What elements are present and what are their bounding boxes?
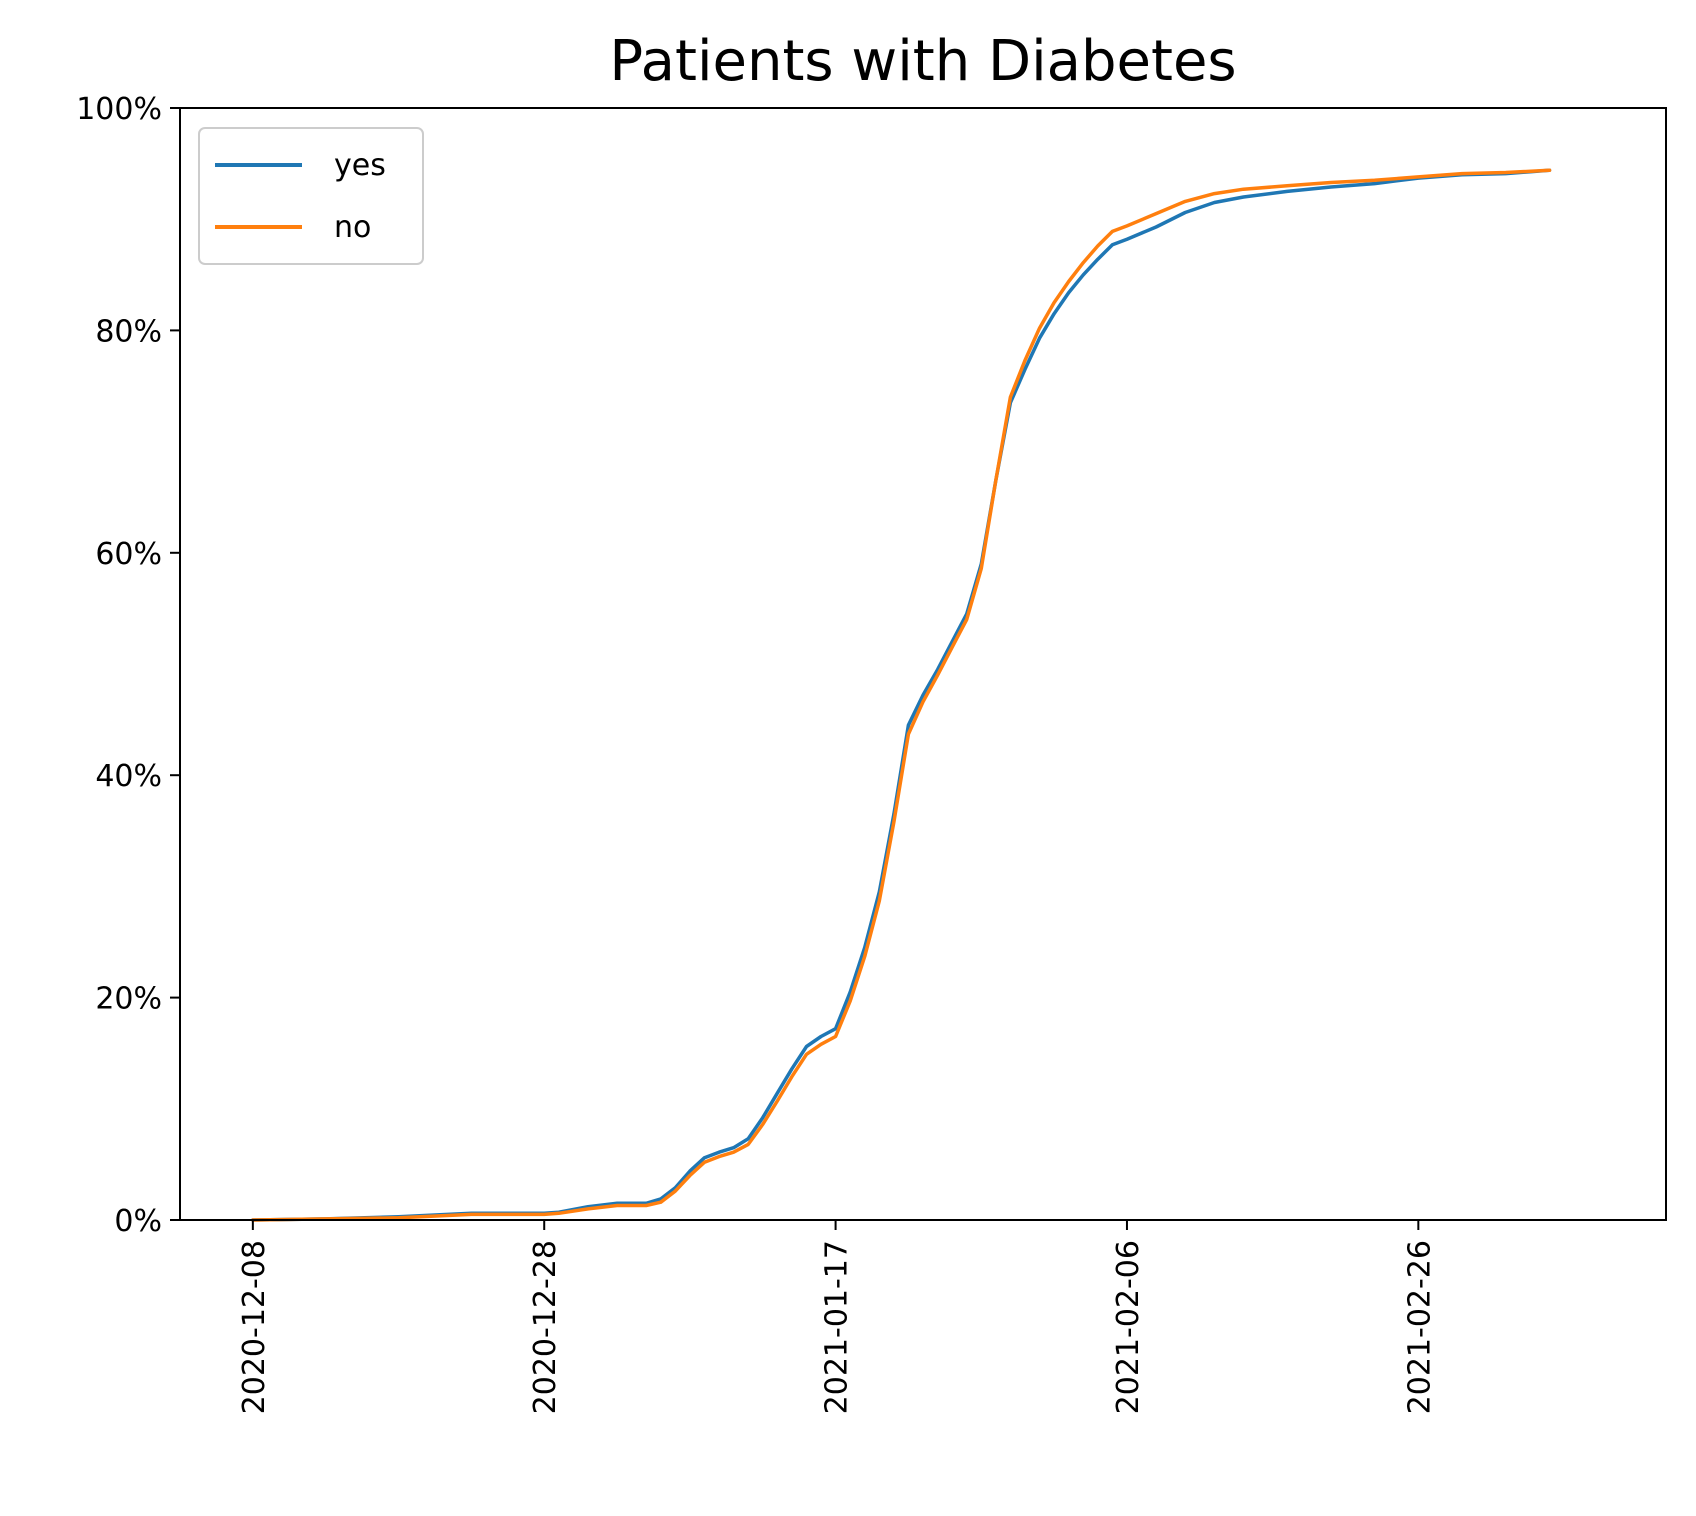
y-axis: 0% 20% 40% 60% 80% 100% (76, 92, 180, 1239)
x-tick-label: 2020-12-08 (237, 1240, 272, 1414)
chart-title: Patients with Diabetes (609, 29, 1236, 94)
legend-box (198, 127, 424, 265)
x-tick-label: 2021-02-26 (1402, 1240, 1437, 1414)
x-tick-label: 2020-12-28 (528, 1240, 563, 1414)
legend-label-yes: yes (334, 148, 386, 183)
series-layer (251, 168, 1552, 1222)
series-line-yes (251, 168, 1552, 1222)
y-tick-label: 100% (76, 92, 162, 127)
y-tick-label: 20% (95, 982, 162, 1017)
y-tick-label: 80% (95, 314, 162, 349)
legend-label-no: no (334, 210, 371, 245)
y-tick-label: 40% (95, 759, 162, 794)
x-axis: 2020-12-08 2020-12-28 2021-01-17 2021-02-06… (237, 1220, 1437, 1414)
y-tick-label: 60% (95, 537, 162, 572)
plot-area-frame (179, 107, 1667, 1221)
y-tick-label: 0% (114, 1204, 162, 1239)
x-tick-label: 2021-01-17 (820, 1240, 855, 1414)
legend: yes no (198, 127, 424, 265)
x-tick-label: 2021-02-06 (1111, 1240, 1146, 1414)
series-line-no (251, 168, 1552, 1222)
